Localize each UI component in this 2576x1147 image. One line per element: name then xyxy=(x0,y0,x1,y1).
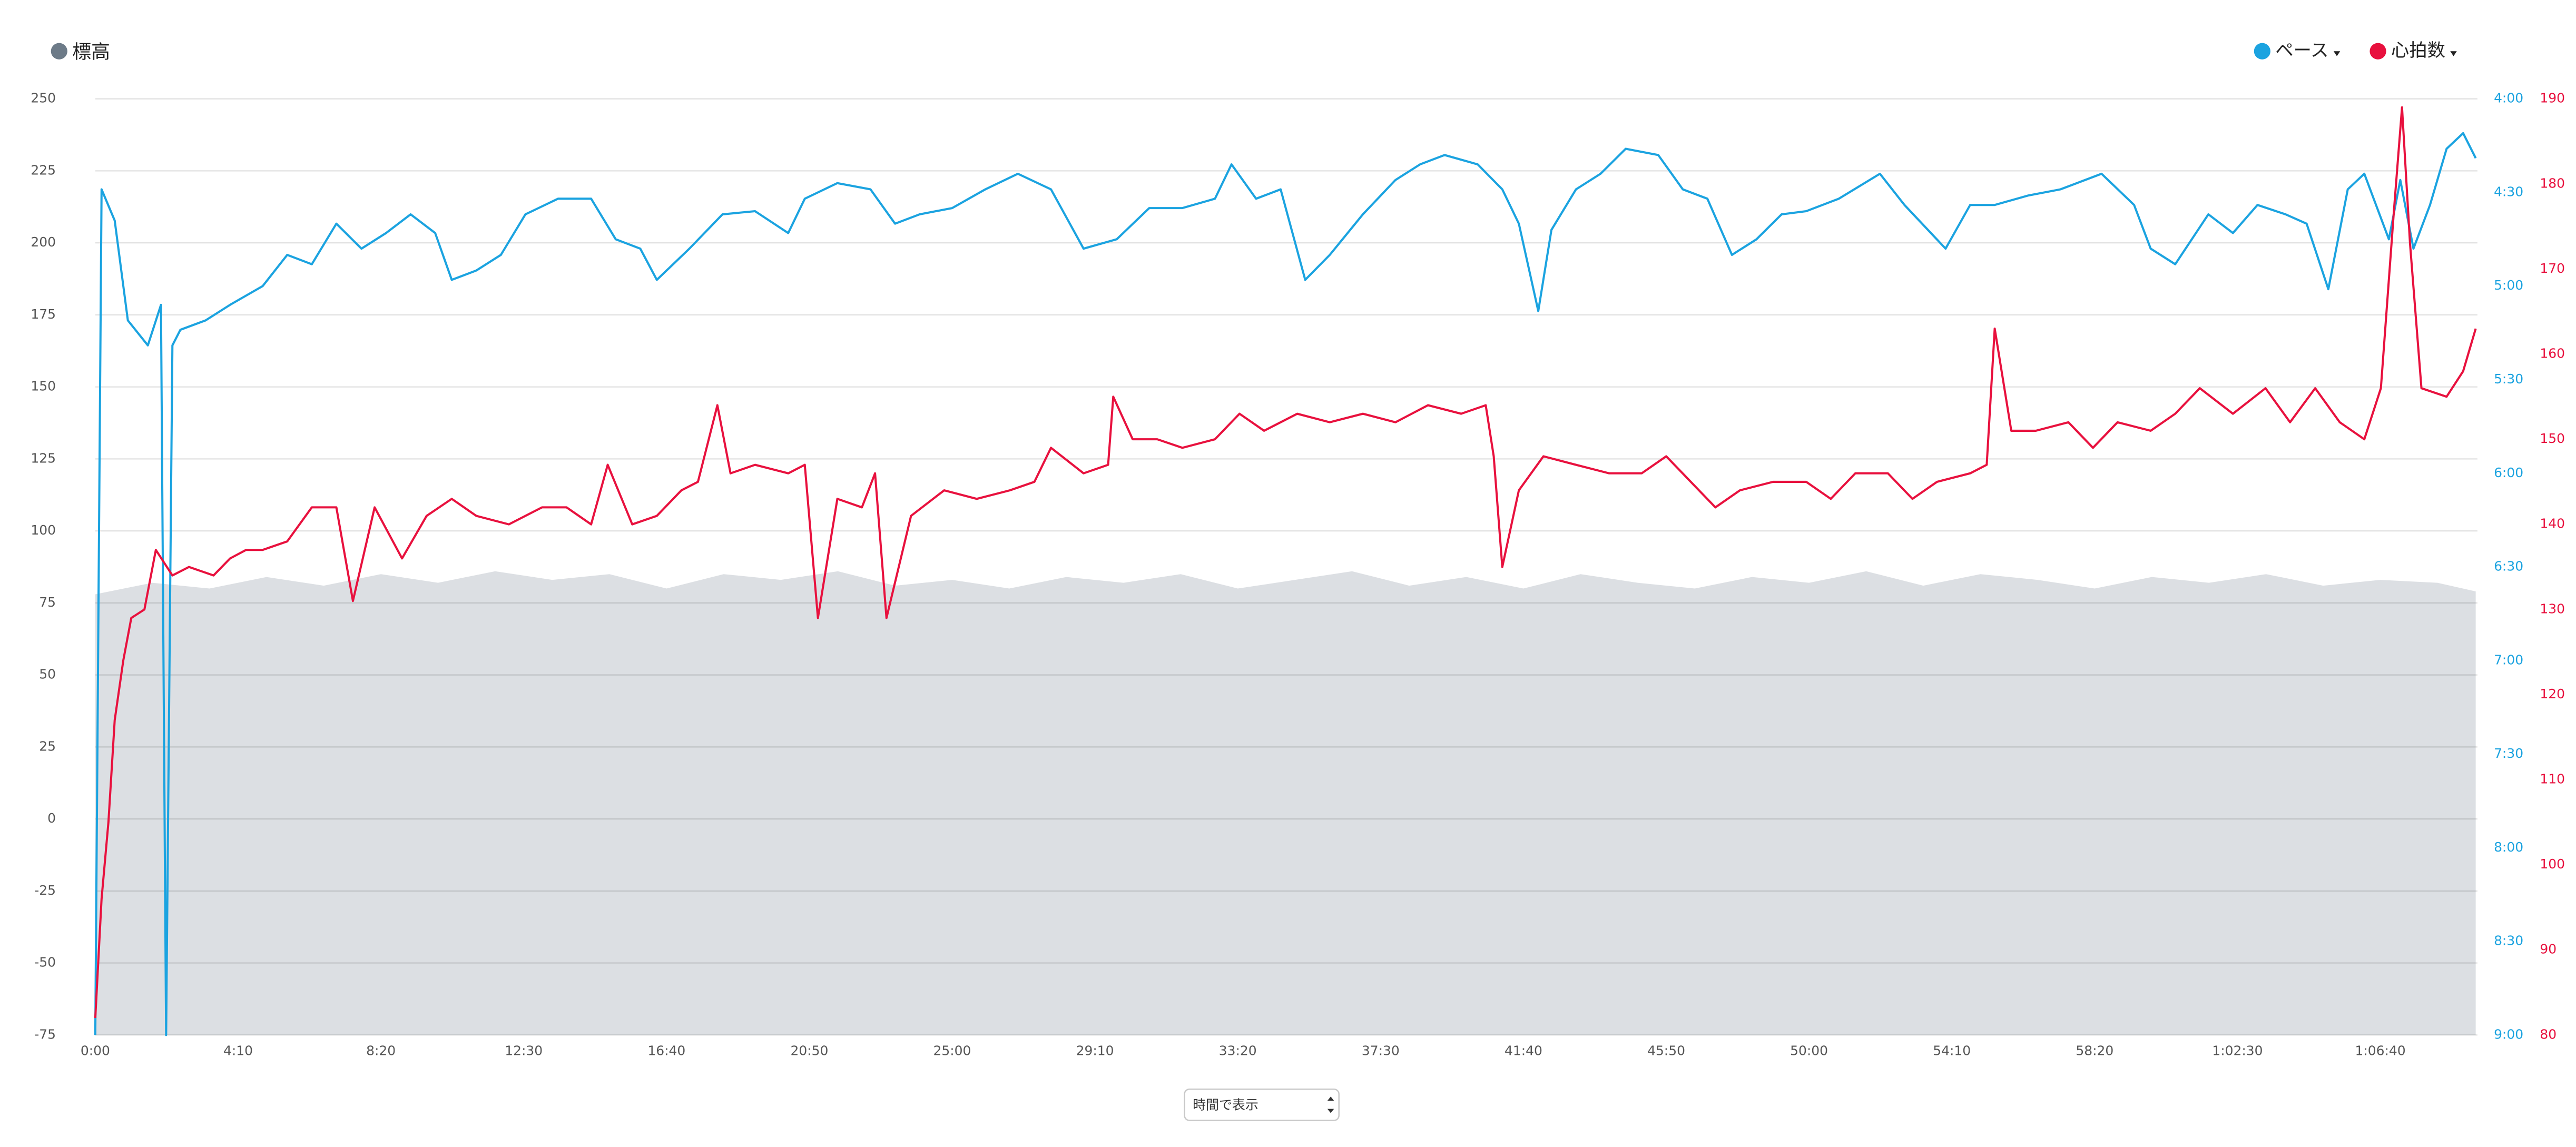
select-label[interactable]: 時間で表示 xyxy=(1193,1097,1258,1112)
x-tick-label: 58:20 xyxy=(2076,1043,2113,1059)
legend-label: 標高 xyxy=(72,41,110,63)
y-tick-label: 225 xyxy=(31,162,56,177)
y-tick-label: 50 xyxy=(39,667,56,682)
x-tick-label: 12:30 xyxy=(505,1043,543,1059)
y2-tick-label: 5:30 xyxy=(2494,371,2523,387)
grid-layer xyxy=(95,98,2477,1036)
x-tick-label: 37:30 xyxy=(1362,1043,1400,1059)
x-tick-label: 45:50 xyxy=(1647,1043,1685,1059)
area-layer xyxy=(95,571,2476,1035)
y2-tick-label: 5:00 xyxy=(2494,278,2523,293)
y3-tick-label: 190 xyxy=(2540,91,2565,106)
legend-label: 心拍数 xyxy=(2391,40,2445,61)
elevation-area xyxy=(95,571,2476,1035)
y-tick-label: 100 xyxy=(31,522,56,538)
y2-tick-label: 6:30 xyxy=(2494,559,2523,574)
x-tick-label: 20:50 xyxy=(790,1043,828,1059)
y-tick-label: 0 xyxy=(47,810,56,826)
series-line xyxy=(94,106,2477,1019)
y3-tick-label: 160 xyxy=(2540,346,2565,361)
y2-tick-label: 7:30 xyxy=(2494,746,2523,761)
x-tick-label: 41:40 xyxy=(1505,1043,1542,1059)
y3-tick-label: 180 xyxy=(2540,175,2565,191)
y3-tick-label: 110 xyxy=(2540,772,2565,787)
x-tick-label: 25:00 xyxy=(933,1043,971,1059)
x-tick-label: 29:10 xyxy=(1076,1043,1114,1059)
series-line xyxy=(94,132,2477,1036)
y-tick-label: 75 xyxy=(39,595,56,610)
y3-tick-label: 90 xyxy=(2540,942,2557,957)
y-tick-label: -50 xyxy=(34,955,56,970)
y3-tick-label: 100 xyxy=(2540,856,2565,872)
select-box[interactable] xyxy=(1184,1089,1340,1121)
x-tick-label: 0:00 xyxy=(81,1043,110,1059)
y2-tick-label: 4:00 xyxy=(2494,91,2523,106)
y2-tick-label: 9:00 xyxy=(2494,1026,2523,1042)
legend-label: ペース xyxy=(2275,40,2328,61)
x-tick-label: 4:10 xyxy=(223,1043,253,1059)
x-tick-label: 16:40 xyxy=(647,1043,685,1059)
y-tick-label: -25 xyxy=(34,883,56,898)
y-tick-label: 175 xyxy=(31,306,56,322)
y3-tick-label: 140 xyxy=(2540,516,2565,531)
view-select[interactable]: 時間で表示 xyxy=(1184,1089,1340,1121)
y2-tick-label: 7:00 xyxy=(2494,652,2523,667)
y3-tick-label: 170 xyxy=(2540,261,2565,276)
x-tick-label: 50:00 xyxy=(1790,1043,1828,1059)
legend-item[interactable]: ペース xyxy=(2254,40,2341,61)
legend-item[interactable]: 心拍数 xyxy=(2369,40,2457,61)
y2-tick-label: 8:30 xyxy=(2494,933,2523,948)
y3-tick-label: 150 xyxy=(2540,431,2565,446)
y3-tick-label: 80 xyxy=(2540,1026,2557,1042)
line-layer xyxy=(94,106,2477,1036)
legend-marker xyxy=(2254,43,2270,60)
y3-tick-label: 120 xyxy=(2540,686,2565,701)
y2-tick-label: 6:00 xyxy=(2494,465,2523,480)
y-tick-label: 250 xyxy=(31,91,56,106)
y-tick-label: 125 xyxy=(31,450,56,466)
y2-tick-label: 4:30 xyxy=(2494,184,2523,199)
select-arrows xyxy=(1327,1096,1334,1113)
x-tick-label: 1:06:40 xyxy=(2355,1043,2405,1059)
x-tick-label: 1:02:30 xyxy=(2212,1043,2263,1059)
y-tick-label: -75 xyxy=(34,1026,56,1042)
y2-tick-label: 8:00 xyxy=(2494,839,2523,855)
y-tick-label: 150 xyxy=(31,379,56,394)
y-tick-label: 25 xyxy=(39,738,56,754)
x-tick-label: 8:20 xyxy=(366,1043,396,1059)
legend-marker xyxy=(2369,43,2386,60)
legend-dropdown-arrow xyxy=(2450,51,2457,56)
legend-dropdown-arrow xyxy=(2333,51,2341,56)
legend-marker xyxy=(51,43,67,60)
x-tick-label: 33:20 xyxy=(1219,1043,1257,1059)
y-tick-label: 200 xyxy=(31,234,56,250)
x-tick-label: 54:10 xyxy=(1933,1043,1971,1059)
y3-tick-label: 130 xyxy=(2540,601,2565,616)
